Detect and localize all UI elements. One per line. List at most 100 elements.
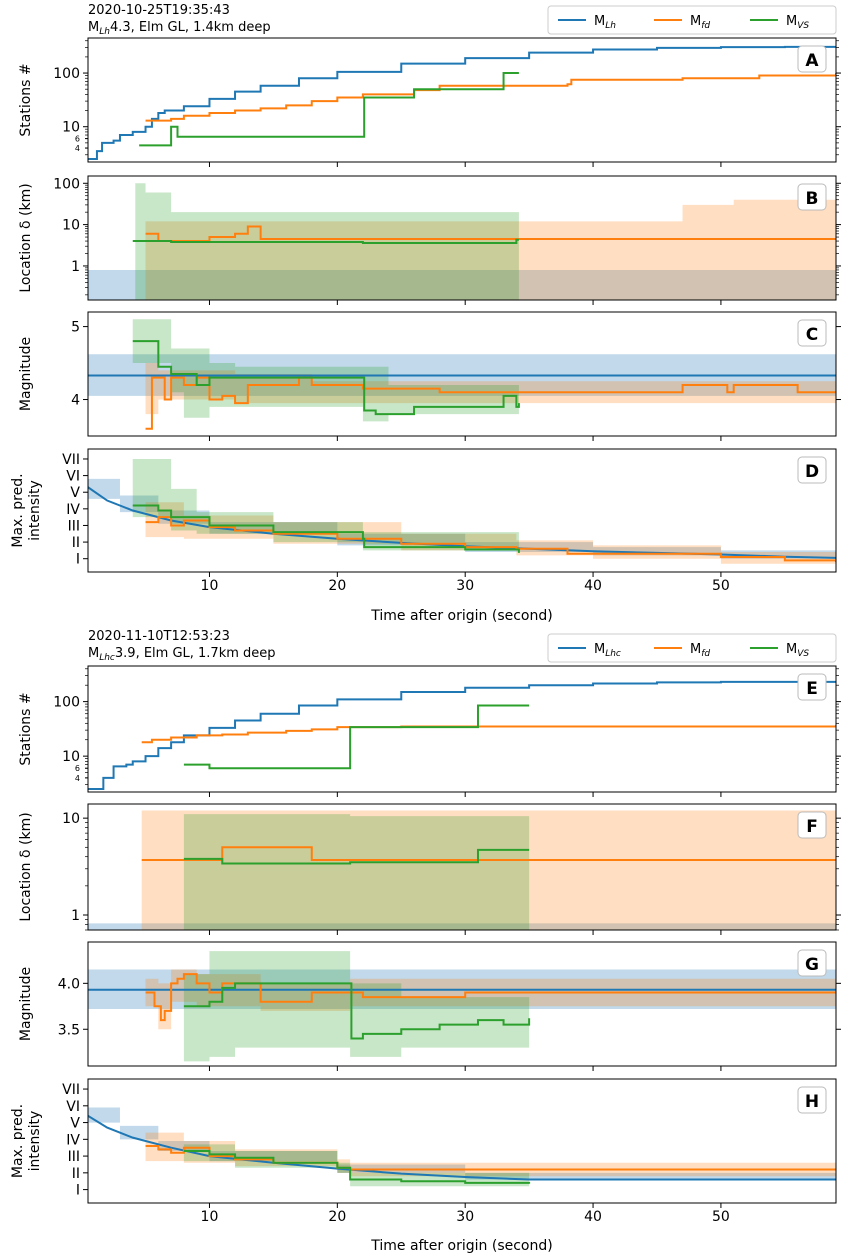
series-line <box>183 1150 531 1184</box>
plot-area-G <box>88 951 836 1062</box>
event-1-subtitle: MLh4.3, Elm GL, 1.4km deep <box>88 20 271 37</box>
y-minor-label: 6 <box>75 764 80 773</box>
series-line <box>141 846 836 861</box>
panel-F: F Location δ (km) 1 10 <box>18 803 841 935</box>
y-axis-label: Max. pred. <box>10 1104 26 1178</box>
legend-entry: MVS <box>786 14 809 31</box>
series-line <box>145 516 836 563</box>
legend-box <box>547 633 837 663</box>
intensity-label: I <box>76 552 80 568</box>
x-tick-label: 50 <box>712 578 730 594</box>
uncertainty-band <box>145 1132 836 1177</box>
panel-frame <box>87 803 837 931</box>
panel-E: E Stations # 10 100 46 <box>18 665 841 797</box>
x-tick-label: 30 <box>456 1209 474 1225</box>
intensity-label: VI <box>66 1099 80 1115</box>
panel-B: B Location δ (km) 1 10 100 <box>18 175 841 305</box>
x-tick-label: 40 <box>584 578 602 594</box>
series-line <box>145 376 836 430</box>
intensity-label: III <box>68 518 80 534</box>
panel-letter: G <box>805 955 819 975</box>
y-minor-label: 4 <box>75 144 80 153</box>
y-axis-label: Stations # <box>18 63 34 136</box>
y-tick-label: 5 <box>71 320 80 336</box>
intensity-label: VI <box>66 469 80 485</box>
panel-frame <box>87 175 837 301</box>
x-axis-label-event-2: Time after origin (second) <box>370 1238 552 1254</box>
panel-frame <box>87 941 837 1067</box>
uncertainty-band <box>145 363 836 415</box>
y-tick-label: 1 <box>71 259 80 275</box>
uncertainty-band <box>183 814 530 930</box>
series-line <box>145 73 836 122</box>
legend-event-1: MLh Mfd MVS <box>547 5 837 35</box>
x-tick-label: 20 <box>328 1209 346 1225</box>
panels-event-2: E Stations # 10 100 46 F Location δ (km) 1 10 G Ma… <box>10 665 841 1225</box>
y-minor-label: 4 <box>75 774 80 783</box>
series-line <box>145 973 836 1022</box>
panel-letter: A <box>805 51 819 71</box>
intensity-label: II <box>72 1166 80 1182</box>
x-tick-label: 30 <box>456 578 474 594</box>
intensity-label: V <box>70 485 80 501</box>
panel-frame <box>87 311 837 437</box>
panel-letter-box <box>797 319 827 347</box>
legend-box <box>547 5 837 35</box>
panel-letter: F <box>806 817 818 837</box>
plot-area-E <box>88 680 836 790</box>
panel-letter-box <box>797 673 827 701</box>
y-tick-label: 1 <box>71 908 80 924</box>
panel-A: A Stations # 10 100 46 <box>18 37 841 167</box>
y-tick-label: 100 <box>53 695 80 711</box>
uncertainty-band <box>88 269 836 300</box>
panel-letter-box <box>797 45 827 73</box>
intensity-label: III <box>68 1149 80 1165</box>
panel-letter: H <box>805 1092 819 1112</box>
uncertainty-band <box>88 1107 836 1180</box>
event-2-subtitle: MLhc3.9, Elm GL, 1.7km deep <box>88 646 276 663</box>
panel-letter: E <box>806 679 818 699</box>
y-tick-label: 100 <box>53 66 80 82</box>
series-line <box>183 704 530 770</box>
intensity-label: VII <box>62 452 80 468</box>
x-tick-label: 20 <box>328 578 346 594</box>
y-axis-label: Max. pred. <box>10 473 26 547</box>
series-line <box>88 680 836 790</box>
series-line <box>141 725 836 744</box>
panel-letter-box <box>797 811 827 839</box>
legend-entry: Mfd <box>690 642 710 659</box>
series-line <box>88 1115 836 1181</box>
series-line <box>183 848 530 865</box>
x-tick-label: 50 <box>712 1209 730 1225</box>
x-axis-label-event-1: Time after origin (second) <box>370 608 552 624</box>
panel-letter: B <box>806 189 819 209</box>
legend-entry: MLh <box>594 14 616 31</box>
legend-entry: MVS <box>786 642 809 659</box>
plot-area-D <box>88 458 836 564</box>
y-tick-label: 4 <box>71 393 80 409</box>
y-axis-label: Stations # <box>18 692 34 765</box>
uncertainty-band <box>141 810 836 930</box>
series-line <box>139 72 519 147</box>
plot-area-C <box>88 319 836 430</box>
plot-area-B <box>88 183 836 300</box>
series-line <box>145 225 836 243</box>
plot-area-F <box>88 810 836 930</box>
y-tick-label: 10 <box>62 120 80 136</box>
plot-area-H <box>88 1107 836 1187</box>
panel-letter-box <box>797 1086 827 1114</box>
panel-letter: C <box>806 325 818 345</box>
intensity-label: VII <box>62 1082 80 1098</box>
series-line <box>132 238 519 244</box>
panel-frame <box>87 448 837 573</box>
y-tick-label: 4.0 <box>58 976 80 992</box>
uncertainty-band <box>88 923 836 930</box>
legend-entry: Mfd <box>690 14 710 31</box>
series-line <box>88 45 836 161</box>
y-axis-label: intensity <box>27 480 43 541</box>
y-tick-label: 3.5 <box>58 1022 80 1038</box>
uncertainty-band <box>145 199 836 300</box>
